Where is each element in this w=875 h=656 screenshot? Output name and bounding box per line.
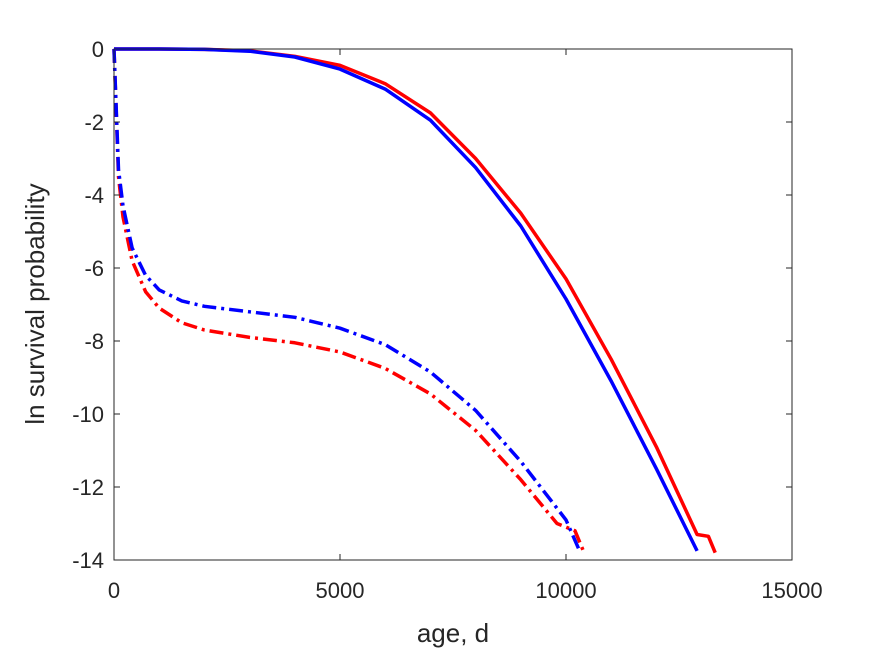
x-tick-label: 5000 — [316, 578, 365, 603]
y-tick-label: -14 — [72, 548, 104, 573]
series-line-3 — [112, 48, 586, 554]
y-tick-label: -4 — [84, 183, 104, 208]
y-tick-label: -6 — [84, 256, 104, 281]
series-line-2 — [114, 47, 699, 552]
series-line-4 — [112, 48, 582, 552]
y-tick-label: 0 — [92, 37, 104, 62]
axes-box — [113, 48, 793, 561]
series-layer — [112, 47, 717, 554]
x-tick-label: 0 — [108, 578, 120, 603]
y-axis-label: ln survival probability — [20, 183, 50, 424]
y-tick-label: -8 — [84, 329, 104, 354]
y-tick-label: -10 — [72, 402, 104, 427]
x-tick-label: 15000 — [761, 578, 822, 603]
x-axis-label: age, d — [417, 618, 489, 648]
x-tick-label: 10000 — [535, 578, 596, 603]
tick-layer: 0 5000 10000 15000 0 -2 -4 -6 -8 -10 -12 -14 — [72, 37, 822, 603]
plot-area — [114, 49, 792, 560]
y-tick-label: -2 — [84, 110, 104, 135]
y-tick-label: -12 — [72, 475, 104, 500]
